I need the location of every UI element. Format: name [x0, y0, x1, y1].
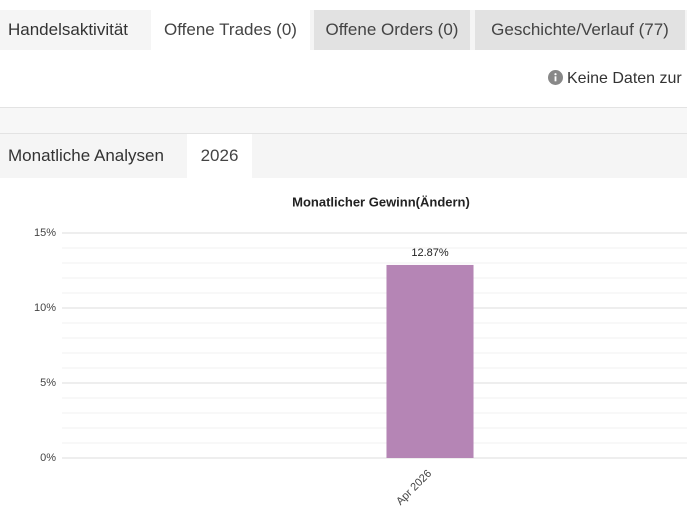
y-tick-label: 0% [40, 452, 56, 464]
x-tick-label: Apr 2026 [394, 468, 434, 508]
bar [386, 264, 474, 458]
y-tick-label: 15% [34, 227, 56, 239]
tab[interactable]: Offene Orders (0) [314, 10, 470, 50]
tab[interactable]: Geschichte/Verlauf (77) [475, 10, 685, 50]
message-text: Keine Daten zur [567, 70, 682, 87]
empty-message: Keine Daten zur [548, 70, 682, 88]
year-tab[interactable]: 2026 [187, 134, 252, 178]
activity-tabs: Handelsaktivität Offene Trades (0) Offen… [0, 10, 687, 50]
message-row: Keine Daten zur [0, 50, 687, 108]
section-title: Monatliche Analysen [8, 146, 164, 165]
info-icon [548, 70, 563, 85]
chart-title: Monatlicher Gewinn(Ändern) [292, 194, 470, 209]
data-label: 12.87% [411, 247, 449, 259]
analysis-header: Monatliche Analysen 2026 [0, 134, 687, 178]
separator [0, 108, 687, 134]
chart: Monatlicher Gewinn(Ändern) 0% 5% 10% 15% 12.… [34, 194, 687, 508]
tab[interactable]: Offene Trades (0) [151, 10, 310, 50]
y-tick-label: 10% [34, 302, 56, 314]
y-tick-label: 5% [40, 377, 56, 389]
activity-title: Handelsaktivität [8, 20, 129, 39]
